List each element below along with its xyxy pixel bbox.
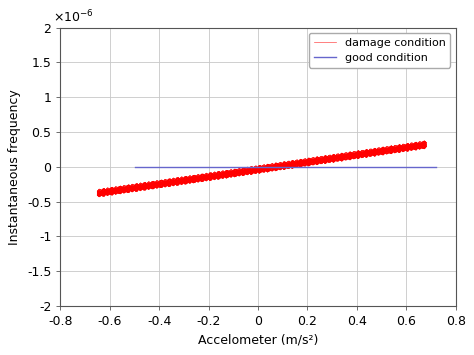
good condition: [310, 165, 316, 169]
Legend: damage condition, good condition: damage condition, good condition: [309, 33, 450, 68]
good condition: [386, 165, 392, 169]
good condition: [316, 165, 322, 169]
damage condition: [101, 192, 107, 197]
Text: $\times10^{-6}$: $\times10^{-6}$: [53, 8, 93, 25]
damage condition: [408, 144, 414, 148]
damage condition: [95, 192, 100, 196]
good condition: [433, 165, 439, 169]
X-axis label: Accelometer (m/s²): Accelometer (m/s²): [198, 334, 318, 347]
good condition: [405, 165, 410, 169]
damage condition: [109, 191, 115, 196]
good condition: [311, 165, 317, 169]
damage condition: [423, 143, 429, 147]
Line: damage condition: damage condition: [98, 144, 426, 195]
damage condition: [116, 190, 122, 194]
damage condition: [417, 142, 422, 147]
good condition: [133, 165, 138, 169]
damage condition: [184, 180, 190, 184]
Y-axis label: Instantaneous frequency: Instantaneous frequency: [9, 89, 21, 245]
good condition: [132, 165, 137, 169]
damage condition: [157, 184, 163, 188]
damage condition: [397, 149, 402, 153]
